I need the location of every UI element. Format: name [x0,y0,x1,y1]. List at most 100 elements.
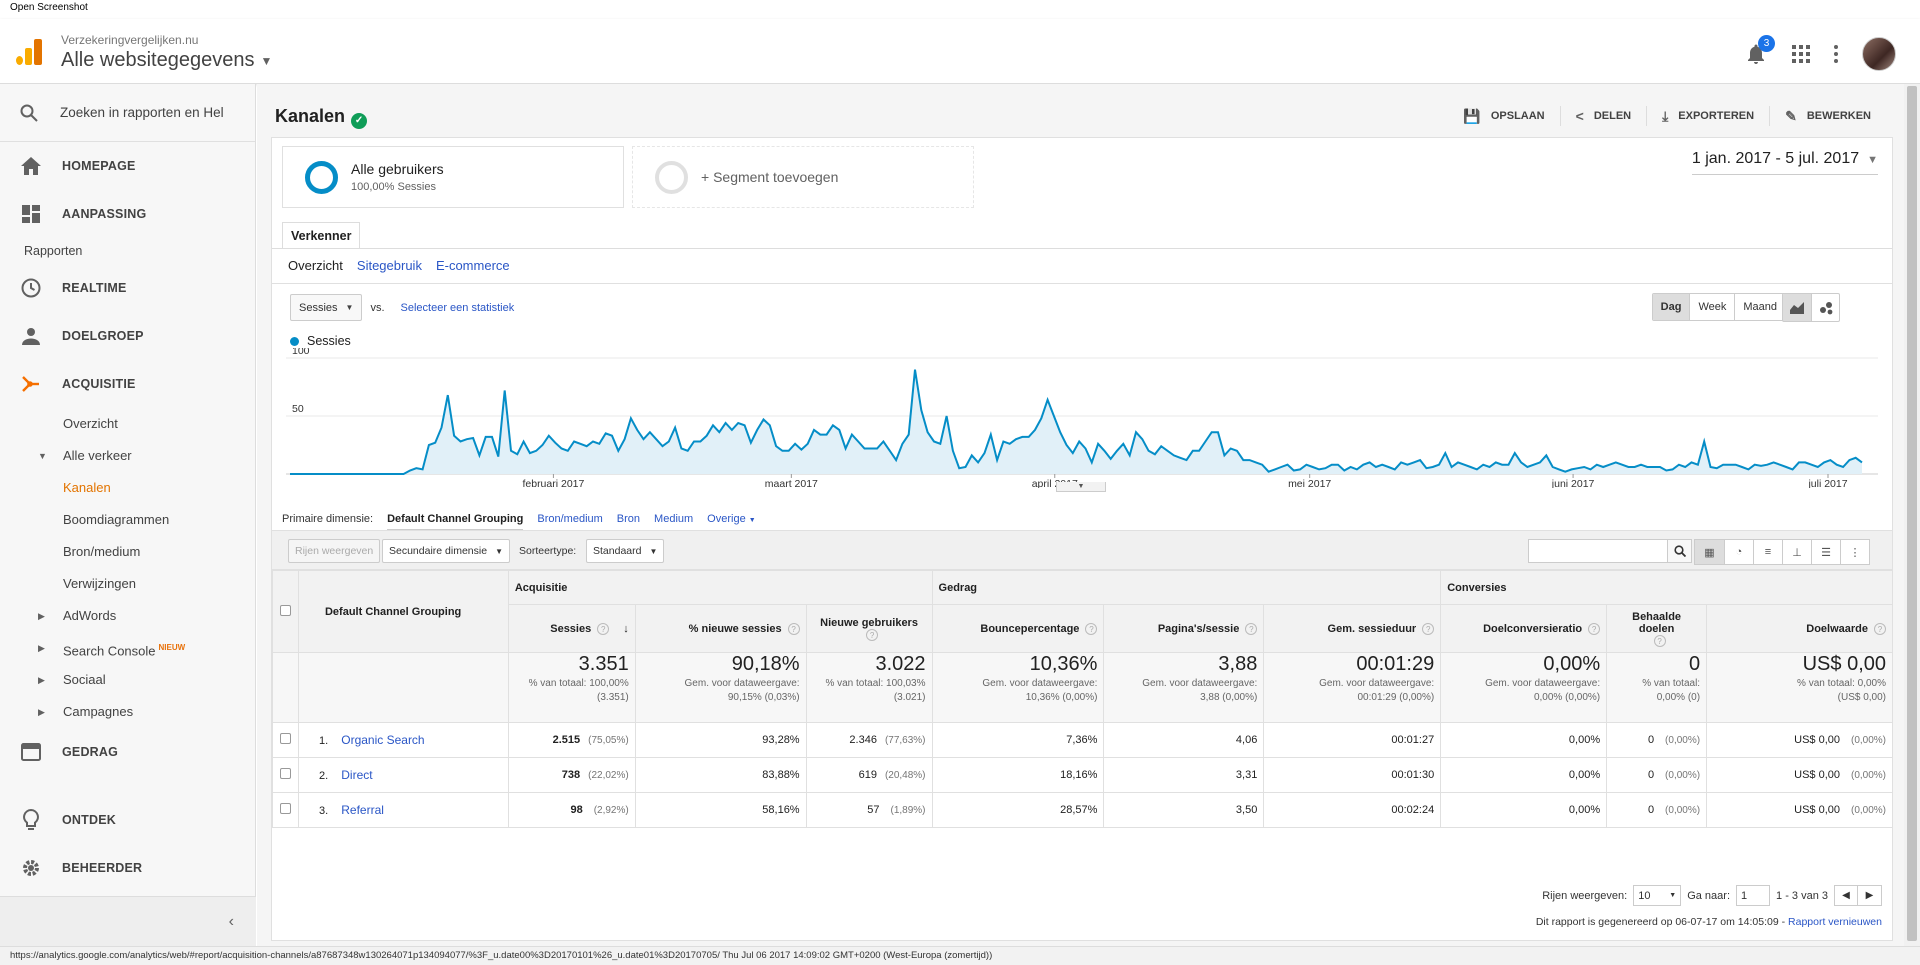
sidebar-sub-alle-verkeer[interactable]: ▼ Alle verkeer [0,440,255,472]
subtab-ecommerce[interactable]: E-commerce [435,258,510,273]
sidebar-item-label: AANPASSING [62,207,147,221]
row-checkbox[interactable] [279,768,291,779]
sidebar-item-homepage[interactable]: HOMEPAGE [0,142,255,190]
sidebar-sub-sociaal[interactable]: ▶ Sociaal [0,664,255,696]
granularity-day[interactable]: Dag [1652,294,1690,320]
sidebar-sub-overzicht[interactable]: Overzicht [63,416,118,431]
column-header-new-users[interactable]: Nieuwe gebruikers? [805,604,933,653]
column-header-goal-value[interactable]: Doelwaarde? [1706,604,1893,653]
column-header-pages[interactable]: Pagina's/sessie? [1103,604,1265,653]
column-header-conversion[interactable]: Doelconversieratio? [1440,604,1608,653]
export-button[interactable]: ⤓ EXPORTEREN [1646,106,1769,126]
save-button[interactable]: 💾 OPSLAAN [1448,106,1559,126]
pencil-icon: ✎ [1785,107,1797,124]
analytics-logo[interactable] [16,39,42,65]
subtab-overzicht[interactable]: Overzicht [288,258,343,273]
data-view-icon[interactable]: ▦ [1695,540,1724,564]
notifications-button[interactable]: 3 [1746,35,1775,65]
granularity-week[interactable]: Week [1689,294,1735,320]
view-selector[interactable]: Alle websitegegevens ▼ [61,49,272,72]
sidebar-item-ontdek[interactable]: ONTDEK [0,796,255,844]
segment-all-users[interactable]: Alle gebruikers 100,00% Sessies [282,146,624,208]
row-channel-link[interactable]: Organic Search [341,733,425,747]
plot-rows-button[interactable]: Rijen weergeven [288,539,381,563]
add-segment-button[interactable]: + Segment toevoegen [632,146,974,208]
main-content: Kanalen ✓ 💾 OPSLAAN < DELEN ⤓ EXPORTEREN ✎ BE… [257,84,1920,946]
sidebar-item-gedrag[interactable]: GEDRAG [0,728,255,776]
date-range-picker[interactable]: 1 jan. 2017 - 5 jul. 2017 ▼ [1691,150,1878,175]
term-cloud-view-icon[interactable]: ☰ [1811,540,1840,564]
pivot-view-icon[interactable]: ⋮ [1840,540,1869,564]
row-channel-link[interactable]: Referral [341,803,384,817]
dimension-option-bron-medium[interactable]: Bron/medium [537,513,603,525]
goto-page-input[interactable]: 1 [1736,885,1771,906]
pie-view-icon[interactable]: ◔ [1724,540,1753,564]
column-header-sessions[interactable]: Sessies? ↓ [507,604,636,653]
cell-goals-pct: (0,00%) [1665,735,1701,746]
sidebar-item-aanpassing[interactable]: AANPASSING [0,190,255,238]
scrollbar-thumb[interactable] [1907,86,1917,941]
motion-chart-icon[interactable] [1811,294,1839,321]
sidebar-item-acquisitie[interactable]: ACQUISITIE [0,360,255,408]
sidebar-item-doelgroep[interactable]: DOELGROEP [0,312,255,360]
sidebar-sub-verwijzingen[interactable]: Verwijzingen [63,576,136,591]
cell-duration: 00:01:27 [1263,722,1442,758]
avatar[interactable] [1862,37,1896,71]
dimension-header[interactable]: Default Channel Grouping [297,570,509,653]
sidebar-sub-bron-medium[interactable]: Bron/medium [63,544,141,559]
more-vert-icon[interactable] [1834,45,1838,63]
sidebar-sub-kanalen[interactable]: Kanalen [63,480,111,495]
group-header-acquisitie: Acquisitie [507,570,933,605]
home-icon [20,155,42,177]
apps-grid-icon[interactable] [1792,45,1810,63]
column-header-bounce[interactable]: Bouncepercentage? [931,604,1105,653]
sidebar-sub-campagnes[interactable]: ▶ Campagnes [0,696,255,728]
line-chart-icon[interactable] [1783,294,1811,321]
sidebar-sub-adwords[interactable]: ▶ AdWords [0,600,255,632]
column-header-duration[interactable]: Gem. sessieduur? [1263,604,1442,653]
notification-badge: 3 [1758,35,1775,52]
performance-view-icon[interactable]: ≡ [1753,540,1782,564]
sidebar-item-beheerder[interactable]: BEHEERDER [0,844,255,892]
refresh-report-link[interactable]: Rapport vernieuwen [1788,916,1882,928]
row-checkbox[interactable] [279,733,291,744]
dimension-option-medium[interactable]: Medium [654,513,694,525]
sidebar-sub-boomdiagrammen[interactable]: Boomdiagrammen [63,512,170,527]
granularity-month[interactable]: Maand [1734,294,1785,320]
table-search-button[interactable] [1667,539,1692,563]
cell-new-pct: 83,88% [634,757,807,793]
table-search-input[interactable] [1528,539,1668,563]
next-page-button[interactable]: ▶ [1858,885,1882,906]
sort-type-dropdown[interactable]: Standaard ▼ [586,539,665,563]
page-scrollbar[interactable] [1904,84,1920,946]
collapse-sidebar-icon[interactable]: ‹ [228,913,234,930]
help-icon: ? [787,622,800,635]
metric-dropdown[interactable]: Sessies ▼ [290,294,363,321]
comparison-view-icon[interactable]: ⊥ [1782,540,1811,564]
row-channel-link[interactable]: Direct [341,768,373,782]
chart-resize-handle[interactable]: ▼ [1056,482,1106,492]
edit-button[interactable]: ✎ BEWERKEN [1769,106,1886,126]
share-button[interactable]: < DELEN [1559,106,1646,126]
dimension-option-bron[interactable]: Bron [616,513,641,525]
prev-page-button[interactable]: ◀ [1834,885,1858,906]
secondary-dimension-dropdown[interactable]: Secundaire dimensie ▼ [382,539,510,563]
rows-per-page-select[interactable]: 10 ▼ [1633,885,1682,906]
sidebar-sub-search-console[interactable]: ▶ Search Console NIEUW [0,632,255,664]
column-header-new-sessions[interactable]: % nieuwe sessies? [634,604,807,653]
total-cell: 00:01:29 Gem. voor dataweergave: 00:01:29 … [1263,652,1442,723]
cell-conversion: 0,00% [1440,722,1608,758]
column-label: Sessies [550,622,592,635]
tab-verkenner[interactable]: Verkenner [282,222,361,249]
select-all-checkbox[interactable] [279,604,291,616]
select-metric-link[interactable]: Selecteer een statistiek [400,301,515,314]
dimension-option-overige[interactable]: Overige ▼ [707,513,756,525]
primary-dimension-current[interactable]: Default Channel Grouping [387,513,524,530]
row-checkbox[interactable] [279,803,291,814]
sidebar-sub-label: Search Console [63,643,156,659]
sidebar-search[interactable]: Zoeken in rapporten en Hel [0,84,255,142]
sidebar-item-realtime[interactable]: REALTIME [0,264,255,312]
total-cell: 10,36% Gem. voor dataweergave: 10,36% (0,0… [931,652,1105,723]
subtab-sitegebruik[interactable]: Sitegebruik [356,258,422,273]
column-header-goals[interactable]: Behaalde doelen? [1606,604,1708,653]
